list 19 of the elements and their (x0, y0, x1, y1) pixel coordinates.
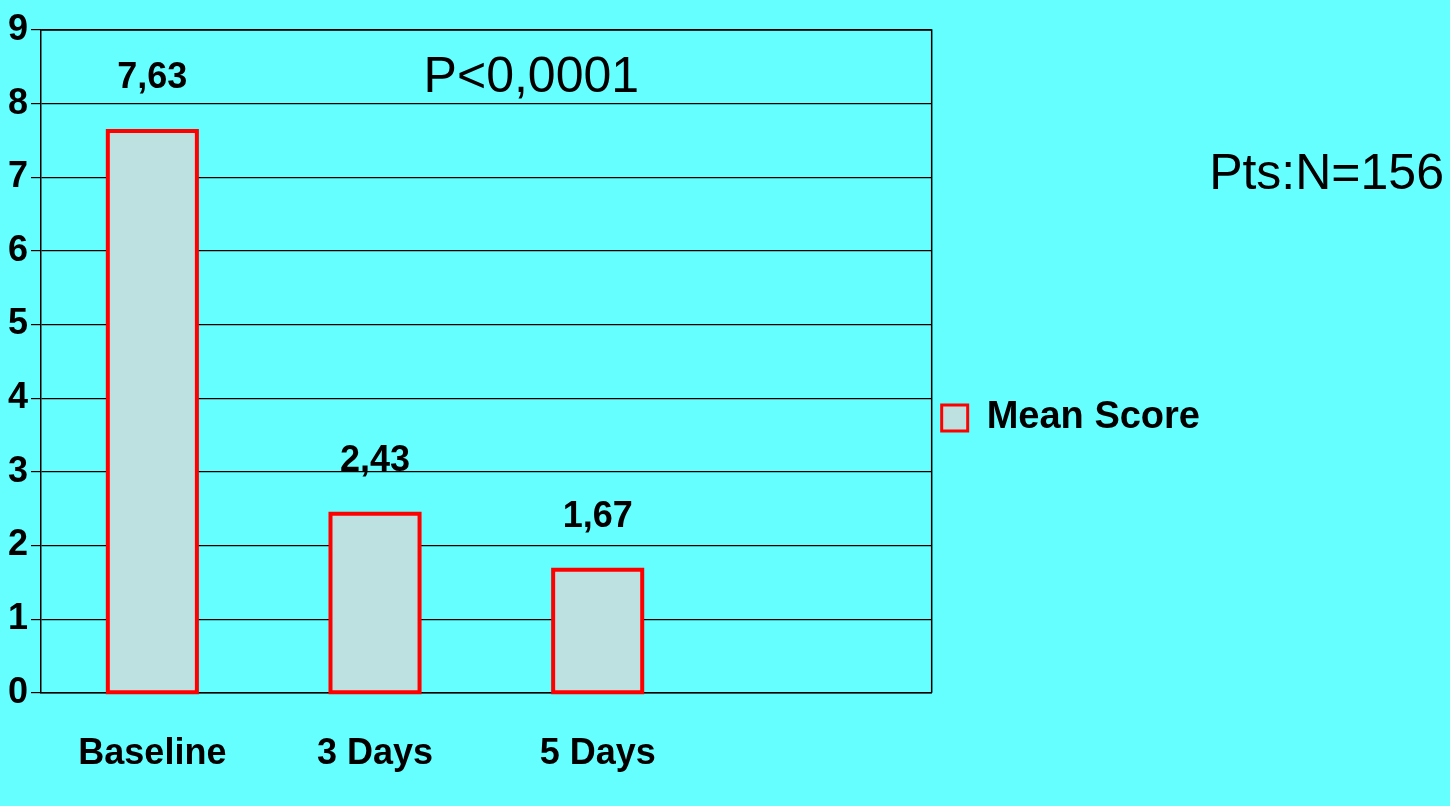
x-tick-label: Baseline (78, 731, 227, 773)
data-label: 1,67 (562, 493, 633, 535)
y-tick-label: 1 (7, 596, 29, 638)
y-tick-label: 5 (7, 301, 29, 343)
data-label: 7,63 (117, 54, 188, 96)
legend-label: Mean Score (986, 394, 1201, 437)
y-tick-label: 8 (7, 80, 29, 122)
y-tick-label: 2 (7, 522, 29, 564)
text: Pts:N=156 (1209, 143, 1444, 200)
y-tick-label: 3 (7, 448, 29, 490)
y-tick-label: 6 (7, 227, 29, 269)
y-tick-label: 4 (7, 375, 29, 417)
y-tick-label: 9 (7, 6, 29, 48)
x-tick-label: 5 Days (539, 731, 656, 773)
annotation: P<0,0001 (423, 46, 640, 103)
y-tick-label: 7 (7, 154, 29, 196)
data-label: 2,43 (339, 437, 411, 479)
y-tick-label: 0 (7, 669, 29, 711)
x-tick-label: 3 Days (316, 731, 434, 773)
